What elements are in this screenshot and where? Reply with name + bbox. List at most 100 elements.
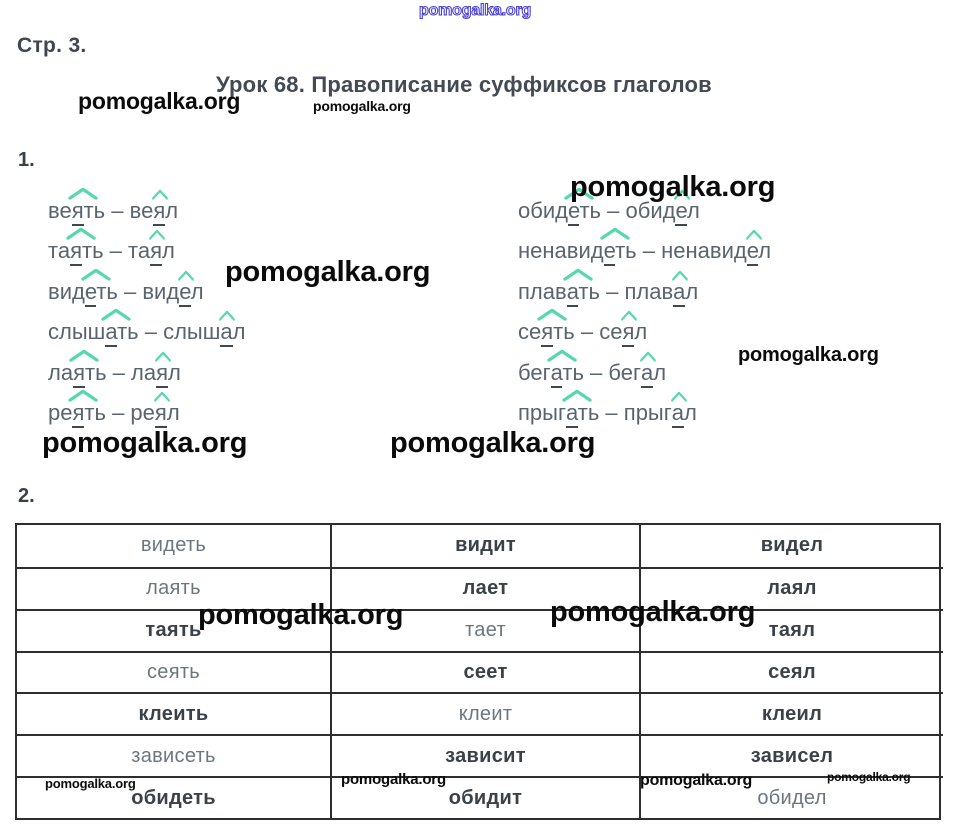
dash: –	[574, 319, 600, 345]
table-cell: сеять	[17, 650, 330, 693]
suffix-caret-icon	[670, 391, 687, 402]
suffix-caret-icon	[101, 308, 132, 321]
dash: –	[117, 278, 143, 304]
suffix-letter: а	[562, 268, 593, 307]
table-cell: клеит	[330, 692, 639, 735]
suffix-caret-icon	[562, 389, 592, 402]
suffix-letter: я	[66, 228, 96, 267]
suffix-caret-icon	[149, 230, 165, 241]
suffix-letter: а	[670, 391, 687, 428]
table-cell: лаять	[17, 566, 330, 609]
suffix-letter: я	[68, 389, 99, 428]
suffix-letter: е	[674, 189, 691, 226]
suffix-letter: а	[562, 389, 592, 428]
verb-pair: ре ять – ре ял	[48, 389, 246, 433]
verb-pair: бег ать – бег ал	[518, 349, 771, 393]
suffix-caret-icon	[152, 189, 169, 200]
verb-pair: прыг ать – прыг ал	[518, 389, 771, 433]
suffix-letter: е	[178, 270, 195, 307]
section2-label: 2.	[18, 485, 35, 507]
table-cell: таял	[639, 608, 943, 651]
table-cell: обидеть	[17, 776, 330, 818]
suffix-caret-icon	[674, 189, 691, 200]
suffix-letter: я	[155, 351, 171, 388]
table-cell: лаял	[639, 566, 943, 609]
verb-pair: слыш ать – слыш ал	[48, 308, 246, 352]
suffix-letter: е	[745, 230, 762, 267]
suffix-letter: я	[537, 308, 567, 348]
table-cell: зависеть	[17, 734, 330, 776]
suffix-caret-icon	[546, 349, 577, 362]
verb-list-right: обид еть – обид ел ненавид еть – ненавид ел пл…	[518, 187, 771, 433]
dash: –	[106, 359, 132, 385]
suffix-letter: е	[564, 187, 594, 226]
table-cell: видит	[330, 525, 639, 567]
table-cell: сеял	[639, 650, 943, 693]
verb-pair: обид еть – обид ел	[518, 187, 771, 231]
verb-table: видеть видит видел лаять лает лаял таять тает та…	[15, 523, 943, 820]
suffix-caret-icon	[537, 308, 567, 321]
dash: –	[636, 238, 662, 264]
table-cell: лает	[330, 566, 639, 609]
suffix-caret-icon	[640, 351, 656, 362]
page-number: Стр. 3.	[17, 34, 87, 57]
verb-pair: ла ять – ла ял	[48, 349, 246, 393]
table-cell: таять	[17, 608, 330, 651]
suffix-letter: я	[154, 391, 170, 428]
verb-pair: плав ать – плав ал	[518, 268, 771, 312]
dash: –	[583, 359, 609, 385]
suffix-caret-icon	[68, 389, 99, 402]
table-cell: клеить	[17, 692, 330, 734]
suffix-letter: а	[640, 351, 656, 388]
suffix-caret-icon	[81, 268, 111, 281]
table-cell: сеет	[330, 650, 639, 693]
suffix-letter: я	[67, 187, 98, 226]
suffix-letter: я	[152, 189, 169, 226]
dash: –	[105, 198, 130, 223]
verb-pair: вид еть – вид ел	[48, 268, 246, 312]
dash: –	[601, 198, 626, 223]
verb-pair: ненавид еть – ненавид ел	[518, 228, 771, 271]
suffix-caret-icon	[178, 270, 195, 281]
suffix-caret-icon	[69, 349, 99, 362]
verb-pair: та ять – та ял	[48, 228, 246, 271]
suffix-caret-icon	[155, 351, 171, 362]
suffix-letter: а	[219, 310, 236, 348]
suffix-letter: а	[101, 308, 132, 348]
dash: –	[138, 319, 164, 345]
suffix-letter: е	[599, 228, 630, 267]
suffix-caret-icon	[672, 270, 688, 281]
verb-pair: се ять – се ял	[518, 308, 771, 352]
dash: –	[105, 399, 131, 425]
suffix-caret-icon	[562, 268, 593, 281]
dash: –	[103, 238, 129, 264]
verb-list-left: ве ять – ве ял та ять – та ял вид еть – вид ел сл…	[48, 187, 246, 433]
table-cell: зависел	[639, 734, 943, 777]
dash: –	[599, 399, 624, 425]
watermark: pomogalka.org	[418, 1, 532, 19]
watermark: pomogalka.org	[313, 98, 411, 114]
suffix-caret-icon	[621, 310, 638, 321]
suffix-caret-icon	[67, 187, 98, 200]
suffix-caret-icon	[599, 228, 630, 241]
table-cell: обидел	[639, 776, 943, 818]
table-cell: клеил	[639, 692, 943, 735]
suffix-letter: а	[672, 270, 688, 307]
suffix-caret-icon	[745, 230, 762, 241]
table-cell: обидит	[330, 776, 639, 818]
suffix-caret-icon	[154, 391, 170, 402]
suffix-caret-icon	[219, 310, 236, 321]
table-cell: тает	[330, 608, 639, 651]
page-title: Урок 68. Правописание суффиксов глаголов	[216, 72, 712, 97]
suffix-letter: а	[546, 349, 577, 388]
section1-label: 1.	[18, 149, 35, 171]
suffix-letter: я	[149, 230, 165, 267]
table-cell: зависит	[330, 734, 639, 777]
verb-pair: ве ять – ве ял	[48, 187, 246, 231]
table-cell: видел	[639, 525, 943, 567]
suffix-letter: е	[81, 268, 111, 307]
suffix-caret-icon	[564, 187, 594, 200]
suffix-letter: я	[621, 310, 638, 348]
dash: –	[600, 278, 625, 304]
